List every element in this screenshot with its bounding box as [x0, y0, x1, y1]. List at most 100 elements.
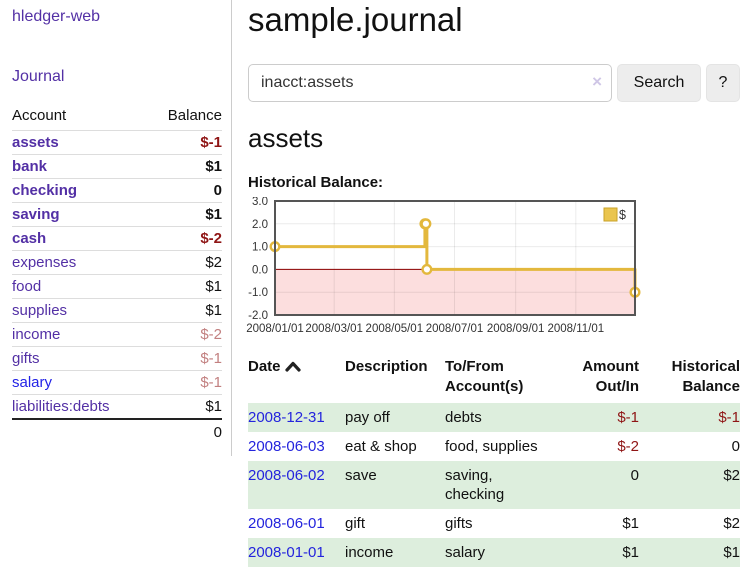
- account-balance: $1: [146, 394, 222, 419]
- transaction-amount: $-2: [617, 437, 639, 455]
- search-input[interactable]: [248, 63, 612, 102]
- transaction-accounts: salary: [445, 543, 486, 561]
- transaction-balance: $-1: [718, 408, 740, 426]
- account-link[interactable]: liabilities:debts: [12, 398, 110, 415]
- account-row: food $1: [12, 274, 222, 299]
- column-header-date[interactable]: Date: [248, 355, 345, 403]
- account-link[interactable]: saving: [12, 206, 60, 223]
- account-heading: assets: [248, 122, 324, 153]
- account-link[interactable]: gifts: [12, 350, 40, 367]
- account-link[interactable]: food: [12, 278, 42, 295]
- account-balance: $1: [146, 298, 222, 323]
- accounts-header-balance: Balance: [167, 107, 222, 124]
- column-header-amount: Amount Out/In: [582, 357, 639, 395]
- account-link[interactable]: salary: [12, 374, 53, 391]
- account-link[interactable]: expenses: [12, 254, 77, 271]
- account-balance: $1: [146, 202, 222, 227]
- accounts-header-account: Account: [12, 107, 67, 124]
- account-row: supplies $1: [12, 298, 222, 323]
- transaction-description: eat & shop: [345, 437, 417, 455]
- svg-text:-1.0: -1.0: [248, 287, 268, 299]
- account-row: expenses $2: [12, 250, 222, 275]
- transaction-accounts: debts: [445, 408, 482, 426]
- account-link[interactable]: bank: [12, 158, 48, 175]
- transaction-date-link[interactable]: 2008-06-02: [248, 466, 325, 484]
- transaction-balance: $2: [723, 466, 740, 484]
- page-title: sample.journal: [248, 1, 463, 38]
- account-balance: $1: [146, 154, 222, 179]
- transaction-accounts: gifts: [445, 514, 473, 532]
- transaction-amount: $1: [622, 543, 639, 561]
- transaction-date-link[interactable]: 2008-01-01: [248, 543, 325, 561]
- transaction-amount: $-1: [617, 408, 639, 426]
- account-row: income $-2: [12, 322, 222, 347]
- account-row: checking 0: [12, 178, 222, 203]
- chart-title: Historical Balance:: [248, 173, 384, 191]
- sort-ascending-icon: [284, 361, 301, 372]
- register-table: Date Description To/From Account(s) Amou…: [248, 355, 740, 567]
- svg-text:2008/07/01: 2008/07/01: [426, 323, 484, 335]
- svg-text:0.0: 0.0: [252, 264, 268, 276]
- account-balance: $-1: [146, 346, 222, 371]
- column-header-description: Description: [345, 357, 428, 375]
- transaction-accounts: saving, checking: [445, 466, 505, 503]
- transaction-balance: $1: [723, 543, 740, 561]
- sidebar: hledger-web Journal Account Balance asse…: [0, 0, 232, 456]
- account-balance: 0: [146, 178, 222, 203]
- transaction-amount: 0: [630, 466, 639, 484]
- account-row: bank $1: [12, 154, 222, 179]
- column-header-accounts: To/From Account(s): [445, 357, 524, 395]
- svg-text:2.0: 2.0: [252, 218, 268, 230]
- accounts-table: Account Balance assets $-1 bank $1 check…: [12, 102, 222, 445]
- search-field-wrap: ×: [248, 63, 612, 102]
- account-link[interactable]: supplies: [12, 302, 68, 319]
- search-button[interactable]: Search: [617, 63, 701, 102]
- svg-text:3.0: 3.0: [252, 197, 268, 208]
- account-row: assets $-1: [12, 130, 222, 155]
- account-balance: $-2: [146, 226, 222, 251]
- svg-text:2008/09/01: 2008/09/01: [487, 323, 545, 335]
- app-title-link[interactable]: hledger-web: [12, 8, 101, 25]
- transaction-description: save: [345, 466, 377, 484]
- transaction-description: gift: [345, 514, 366, 532]
- account-row: salary $-1: [12, 370, 222, 395]
- account-balance: $-1: [146, 130, 222, 155]
- transaction-accounts: food, supplies: [445, 437, 538, 455]
- svg-text:1.0: 1.0: [252, 241, 268, 253]
- clear-search-icon[interactable]: ×: [592, 71, 602, 91]
- accounts-total: 0: [12, 418, 222, 445]
- svg-text:2008/01/01: 2008/01/01: [246, 323, 304, 335]
- transaction-description: income: [345, 543, 394, 561]
- account-balance: $1: [146, 274, 222, 299]
- account-row: saving $1: [12, 202, 222, 227]
- transaction-description: pay off: [345, 408, 390, 426]
- help-button[interactable]: ?: [706, 63, 740, 102]
- register-row: 2008-06-02 save saving, checking 0 $2: [248, 460, 740, 509]
- transaction-date-link[interactable]: 2008-06-03: [248, 437, 325, 455]
- svg-text:2008/03/01: 2008/03/01: [305, 323, 363, 335]
- svg-text:-2.0: -2.0: [248, 310, 268, 322]
- sidebar-item-journal[interactable]: Journal: [12, 68, 65, 85]
- transaction-date-link[interactable]: 2008-06-01: [248, 514, 325, 532]
- account-balance: $-2: [146, 322, 222, 347]
- register-row: 2008-01-01 income salary $1 $1: [248, 537, 740, 567]
- main-content: sample.journal × Search ? assets Histori…: [246, 0, 742, 567]
- transaction-amount: $1: [622, 514, 639, 532]
- svg-text:2008/11/01: 2008/11/01: [547, 323, 604, 335]
- search-bar: × Search ?: [248, 63, 742, 102]
- register-row: 2008-06-01 gift gifts $1 $2: [248, 509, 740, 538]
- historical-balance-chart[interactable]: $3.0 2.0 1.0 0.0 -1.0 -2.0 2008/01/01 2008/03/0…: [244, 196, 642, 341]
- account-row: liabilities:debts $1: [12, 394, 222, 419]
- account-link[interactable]: income: [12, 326, 61, 343]
- register-row: 2008-06-03 eat & shop food, supplies $-2…: [248, 432, 740, 461]
- transaction-date-link[interactable]: 2008-12-31: [248, 408, 325, 426]
- account-link[interactable]: checking: [12, 182, 78, 199]
- transaction-balance: 0: [731, 437, 740, 455]
- register-header-row: Date Description To/From Account(s) Amou…: [248, 355, 740, 403]
- account-balance: $2: [146, 250, 222, 275]
- account-link[interactable]: assets: [12, 134, 59, 151]
- account-link[interactable]: cash: [12, 230, 47, 247]
- accounts-total-row: 0: [12, 418, 222, 445]
- register-row: 2008-12-31 pay off debts $-1 $-1: [248, 402, 740, 432]
